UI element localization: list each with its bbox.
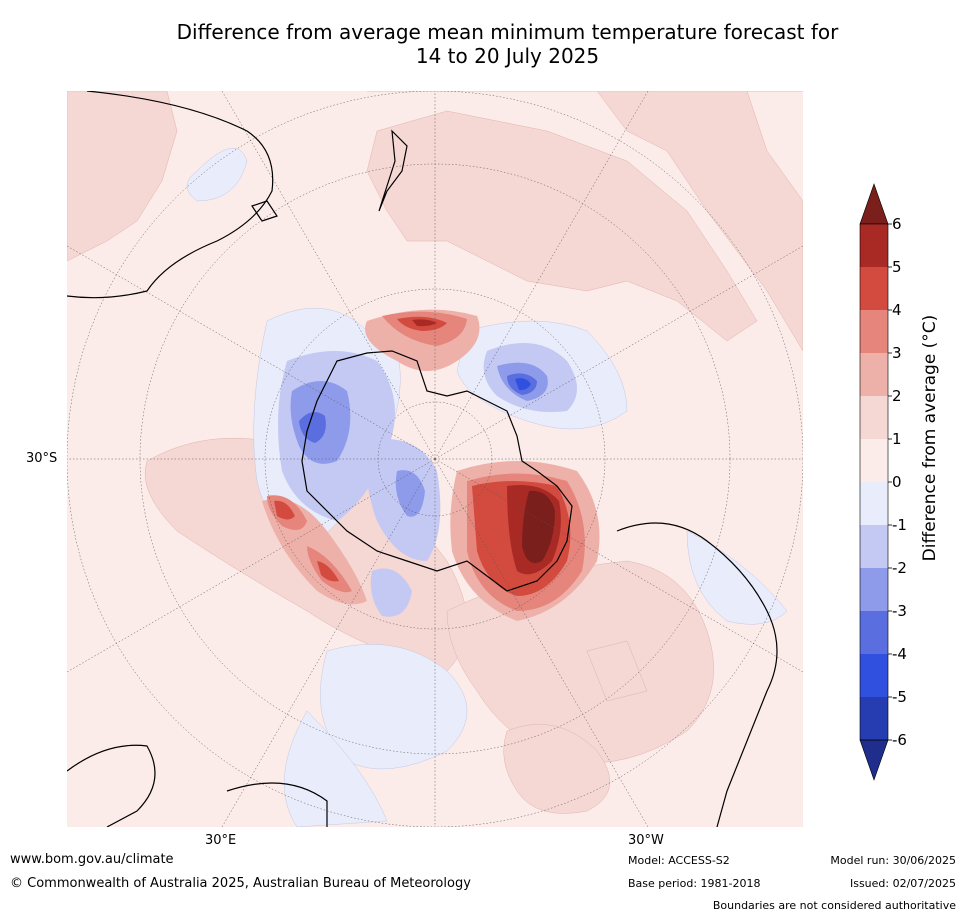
colorbar-tick-label: 4 [892, 301, 902, 319]
colorbar-ticks: 6 5 4 3 2 1 0 -1 -2 -3 -4 -5 -6 [888, 215, 907, 749]
title-line-1: Difference from average mean minimum tem… [176, 20, 839, 44]
coastlines [67, 91, 778, 827]
colorbar-tick-label: 0 [892, 473, 902, 491]
colorbar-extend-bottom [859, 739, 889, 781]
title-line-2: 14 to 20 July 2025 [415, 44, 600, 68]
footer-disclaimer: Boundaries are not considered authoritat… [712, 899, 956, 912]
new-zealand-coastline [378, 129, 408, 212]
colorbar-tick-label: -6 [892, 731, 907, 749]
graticule [67, 91, 803, 827]
colorbar-label: Difference from average (°C) [920, 315, 940, 562]
temperature-anomaly-map [67, 91, 803, 827]
colorbar-tick-label: 6 [892, 215, 902, 233]
colorbar-segments [859, 183, 889, 781]
colorbar-segment [860, 439, 888, 482]
footer-model-run: Model run: 30/06/2025 [830, 854, 956, 867]
colorbar-segment [860, 568, 888, 611]
lon-label-30e: 30°E [205, 833, 237, 848]
colorbar-segment [860, 482, 888, 525]
colorbar-segment [860, 525, 888, 568]
colorbar-tick-label: 1 [892, 430, 902, 448]
anomaly-neg-4-5-regions [515, 378, 531, 391]
colorbar-tick-label: 2 [892, 387, 902, 405]
colorbar-segment [860, 697, 888, 740]
colorbar-segment [860, 310, 888, 353]
footer-base-period: Base period: 1981-2018 [628, 877, 761, 890]
colorbar-segment [860, 267, 888, 310]
colorbar-segment [860, 353, 888, 396]
footer-website[interactable]: www.bom.gov.au/climate [10, 852, 174, 867]
colorbar-tick-label: 3 [892, 344, 902, 362]
colorbar-segment [860, 654, 888, 697]
colorbar-tick-label: -1 [892, 516, 907, 534]
colorbar-segment [860, 611, 888, 654]
colorbar-segment [860, 224, 888, 267]
colorbar-tick-label: -2 [892, 559, 907, 577]
anomaly-above-6-regions [522, 490, 555, 564]
tasmania-coastline [251, 200, 278, 222]
lat-label-30s: 30°S [26, 451, 58, 466]
colorbar-extend-top [859, 183, 889, 225]
footer-issued: Issued: 02/07/2025 [849, 877, 956, 890]
colorbar-tick-label: -4 [892, 645, 907, 663]
colorbar-tick-label: -3 [892, 602, 907, 620]
colorbar-segment [860, 396, 888, 439]
south-america-coastline [616, 522, 778, 827]
lon-label-30w: 30°W [628, 833, 664, 848]
colorbar-tick-label: -5 [892, 688, 907, 706]
map-title: Difference from average mean minimum tem… [60, 20, 955, 68]
antarctica-coastline [301, 350, 573, 592]
africa-coastline [67, 744, 328, 827]
colorbar-tick-label: 5 [892, 258, 902, 276]
footer-model: Model: ACCESS-S2 [628, 854, 730, 867]
footer-copyright: © Commonwealth of Australia 2025, Austra… [10, 876, 471, 891]
colorbar: 6 5 4 3 2 1 0 -1 -2 -3 -4 -5 -6 Difference from aver… [859, 183, 940, 781]
